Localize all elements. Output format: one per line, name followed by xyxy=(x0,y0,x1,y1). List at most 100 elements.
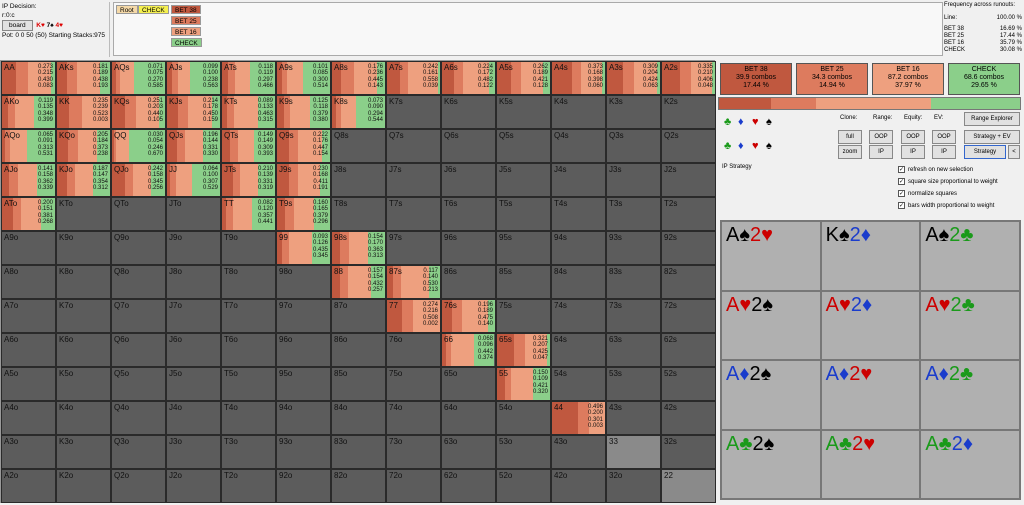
tree-node-check[interactable]: CHECK xyxy=(138,5,169,14)
hand-cell[interactable]: 0.150 0.109 0.421 0.320 55 xyxy=(496,367,551,401)
hand-cell[interactable]: A5o xyxy=(1,367,56,401)
hand-cell[interactable]: 84s xyxy=(551,265,606,299)
hand-cell[interactable]: 0.157 0.154 0.432 0.257 88 xyxy=(331,265,386,299)
hand-cell[interactable]: K7o xyxy=(56,299,111,333)
hand-cell[interactable]: 95s xyxy=(496,231,551,265)
hand-cell[interactable]: T6o xyxy=(221,333,276,367)
hand-cell[interactable]: T2o xyxy=(221,469,276,503)
combo-cell[interactable]: A♠2♥ xyxy=(721,221,821,291)
hand-cell[interactable]: 0.222 0.176 0.447 0.154 Q9s xyxy=(276,129,331,163)
hand-cell[interactable]: Q5s xyxy=(496,129,551,163)
hand-cell[interactable]: 42o xyxy=(551,469,606,503)
hand-cell[interactable]: T6s xyxy=(441,197,496,231)
hand-cell[interactable]: Q4o xyxy=(111,401,166,435)
hand-cell[interactable]: Q2s xyxy=(661,129,716,163)
hand-cell[interactable]: 0.118 0.119 0.297 0.466 ATs xyxy=(221,61,276,95)
hand-cell[interactable]: K4s xyxy=(551,95,606,129)
equity-oop-button[interactable]: OOP xyxy=(901,130,925,144)
strategy-button[interactable]: Strategy xyxy=(964,145,1006,159)
board-button[interactable]: board xyxy=(2,20,33,31)
hand-cell[interactable]: T5s xyxy=(496,197,551,231)
hand-cell[interactable]: 74s xyxy=(551,299,606,333)
hand-cell[interactable]: K5s xyxy=(496,95,551,129)
tree-node-check-ip[interactable]: CHECK xyxy=(171,38,202,47)
hand-cell[interactable]: J4o xyxy=(166,401,221,435)
hand-cell[interactable]: 54s xyxy=(551,367,606,401)
ev-oop-button[interactable]: OOP xyxy=(932,130,956,144)
hand-cell[interactable]: 0.196 0.144 0.331 0.330 QJs xyxy=(166,129,221,163)
hand-cell[interactable]: 0.309 0.204 0.424 0.063 A3s xyxy=(606,61,661,95)
hand-cell[interactable]: A9o xyxy=(1,231,56,265)
bars-width-checkbox[interactable]: ✓ bars width proportional to weight xyxy=(898,202,995,209)
hand-cell[interactable]: Q3s xyxy=(606,129,661,163)
hand-cell[interactable]: 0.065 0.091 0.313 0.531 AQo xyxy=(1,129,56,163)
hand-cell[interactable]: 52s xyxy=(661,367,716,401)
hand-cell[interactable]: 87o xyxy=(331,299,386,333)
combo-cell[interactable]: A♦2♥ xyxy=(820,360,921,430)
hand-cell[interactable]: J3o xyxy=(166,435,221,469)
hand-cell[interactable]: K9o xyxy=(56,231,111,265)
full-button[interactable]: full xyxy=(838,130,862,144)
hand-cell[interactable]: T5o xyxy=(221,367,276,401)
action-summary-box[interactable]: BET 25 34.3 combos 14.94 % xyxy=(796,63,868,95)
heart-suit-filter-icon[interactable]: ♥ xyxy=(752,140,759,152)
combo-cell[interactable]: A♥2♣ xyxy=(920,290,1020,360)
hand-cell[interactable]: J7o xyxy=(166,299,221,333)
hand-cell[interactable]: 32o xyxy=(606,469,661,503)
zoom-button[interactable]: zoom xyxy=(838,145,862,159)
hand-cell[interactable]: 96o xyxy=(276,333,331,367)
hand-cell[interactable]: 97o xyxy=(276,299,331,333)
square-size-checkbox[interactable]: ✓ square size proportional to weight xyxy=(898,178,998,185)
hand-cell[interactable]: A6o xyxy=(1,333,56,367)
hand-cell[interactable]: J5o xyxy=(166,367,221,401)
hand-cell[interactable]: 0.149 0.149 0.309 0.393 QTs xyxy=(221,129,276,163)
strategy-ev-button[interactable]: Strategy + EV xyxy=(964,130,1020,144)
spade-suit-filter-icon[interactable]: ♠ xyxy=(766,140,772,152)
hand-cell[interactable]: 52o xyxy=(496,469,551,503)
hand-cell[interactable]: T7o xyxy=(221,299,276,333)
hand-cell[interactable]: K3s xyxy=(606,95,661,129)
hand-cell[interactable]: K7s xyxy=(386,95,441,129)
hand-cell[interactable]: 0.089 0.133 0.463 0.315 KTs xyxy=(221,95,276,129)
hand-cell[interactable]: 0.181 0.189 0.438 0.193 AKs xyxy=(56,61,111,95)
hand-cell[interactable]: T3o xyxy=(221,435,276,469)
combo-cell[interactable]: A♣2♦ xyxy=(920,429,1020,499)
tree-node-bet16[interactable]: BET 16 xyxy=(171,27,201,36)
hand-cell[interactable]: 73o xyxy=(386,435,441,469)
club-suit-filter-icon[interactable]: ♣ xyxy=(724,140,732,152)
ev-ip-button[interactable]: IP xyxy=(932,145,956,159)
hand-cell[interactable]: 92o xyxy=(276,469,331,503)
hand-cell[interactable]: 54o xyxy=(496,401,551,435)
hand-cell[interactable]: 0.071 0.075 0.270 0.585 AQs xyxy=(111,61,166,95)
hand-cell[interactable]: 75o xyxy=(386,367,441,401)
hand-cell[interactable]: 53s xyxy=(606,367,661,401)
hand-cell[interactable]: 0.073 0.090 0.294 0.544 K8s xyxy=(331,95,386,129)
hand-cell[interactable]: 83s xyxy=(606,265,661,299)
hand-cell[interactable]: 43s xyxy=(606,401,661,435)
combo-cell[interactable]: K♠2♦ xyxy=(820,221,921,291)
hand-cell[interactable]: 0.230 0.168 0.411 0.191 J9s xyxy=(276,163,331,197)
hand-cell[interactable]: 63s xyxy=(606,333,661,367)
hand-cell[interactable]: 0.064 0.100 0.307 0.529 JJ xyxy=(166,163,221,197)
hand-cell[interactable]: 0.082 0.120 0.357 0.441 TT xyxy=(221,197,276,231)
diamond-suit-filter-icon[interactable]: ♦ xyxy=(738,116,744,128)
hand-cell[interactable]: 83o xyxy=(331,435,386,469)
hand-cell[interactable]: 96s xyxy=(441,231,496,265)
action-summary-box[interactable]: BET 38 39.9 combos 17.44 % xyxy=(720,63,792,95)
hand-cell[interactable]: 42s xyxy=(661,401,716,435)
hand-cell[interactable]: 0.068 0.096 0.442 0.374 66 xyxy=(441,333,496,367)
hand-cell[interactable]: 72o xyxy=(386,469,441,503)
hand-cell[interactable]: 64s xyxy=(551,333,606,367)
hand-cell[interactable]: J9o xyxy=(166,231,221,265)
hand-cell[interactable]: 43o xyxy=(551,435,606,469)
hand-cell[interactable]: KTo xyxy=(56,197,111,231)
hand-cell[interactable]: 94s xyxy=(551,231,606,265)
hand-cell[interactable]: K4o xyxy=(56,401,111,435)
back-button[interactable]: < xyxy=(1008,145,1020,159)
hand-cell[interactable]: K3o xyxy=(56,435,111,469)
hand-cell[interactable]: J8o xyxy=(166,265,221,299)
hand-cell[interactable]: K6o xyxy=(56,333,111,367)
hand-cell[interactable]: 0.099 0.100 0.238 0.563 AJs xyxy=(166,61,221,95)
tree-node-bet38[interactable]: BET 38 xyxy=(171,5,201,14)
hand-cell[interactable]: K6s xyxy=(441,95,496,129)
